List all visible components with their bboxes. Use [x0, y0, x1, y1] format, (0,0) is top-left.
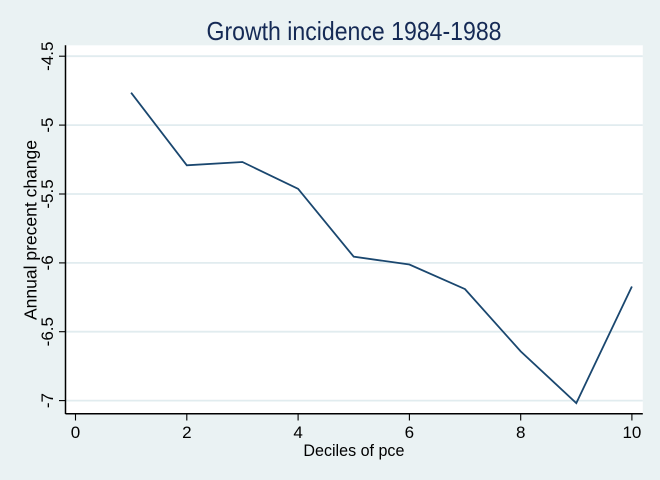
svg-text:4: 4: [293, 423, 302, 442]
svg-text:-7: -7: [38, 393, 57, 408]
svg-text:Growth incidence 1984-1988: Growth incidence 1984-1988: [207, 16, 502, 46]
svg-text:-5.5: -5.5: [38, 179, 57, 208]
svg-text:-5: -5: [38, 118, 57, 133]
svg-text:-6: -6: [38, 255, 57, 270]
svg-text:Deciles of pce: Deciles of pce: [303, 441, 404, 460]
svg-text:-6.5: -6.5: [38, 317, 57, 346]
svg-text:10: 10: [622, 423, 641, 442]
svg-text:6: 6: [405, 423, 414, 442]
svg-text:2: 2: [182, 423, 191, 442]
svg-text:8: 8: [516, 423, 525, 442]
svg-text:-4.5: -4.5: [38, 42, 57, 71]
svg-text:Annual precent change: Annual precent change: [20, 140, 40, 320]
svg-text:0: 0: [71, 423, 80, 442]
